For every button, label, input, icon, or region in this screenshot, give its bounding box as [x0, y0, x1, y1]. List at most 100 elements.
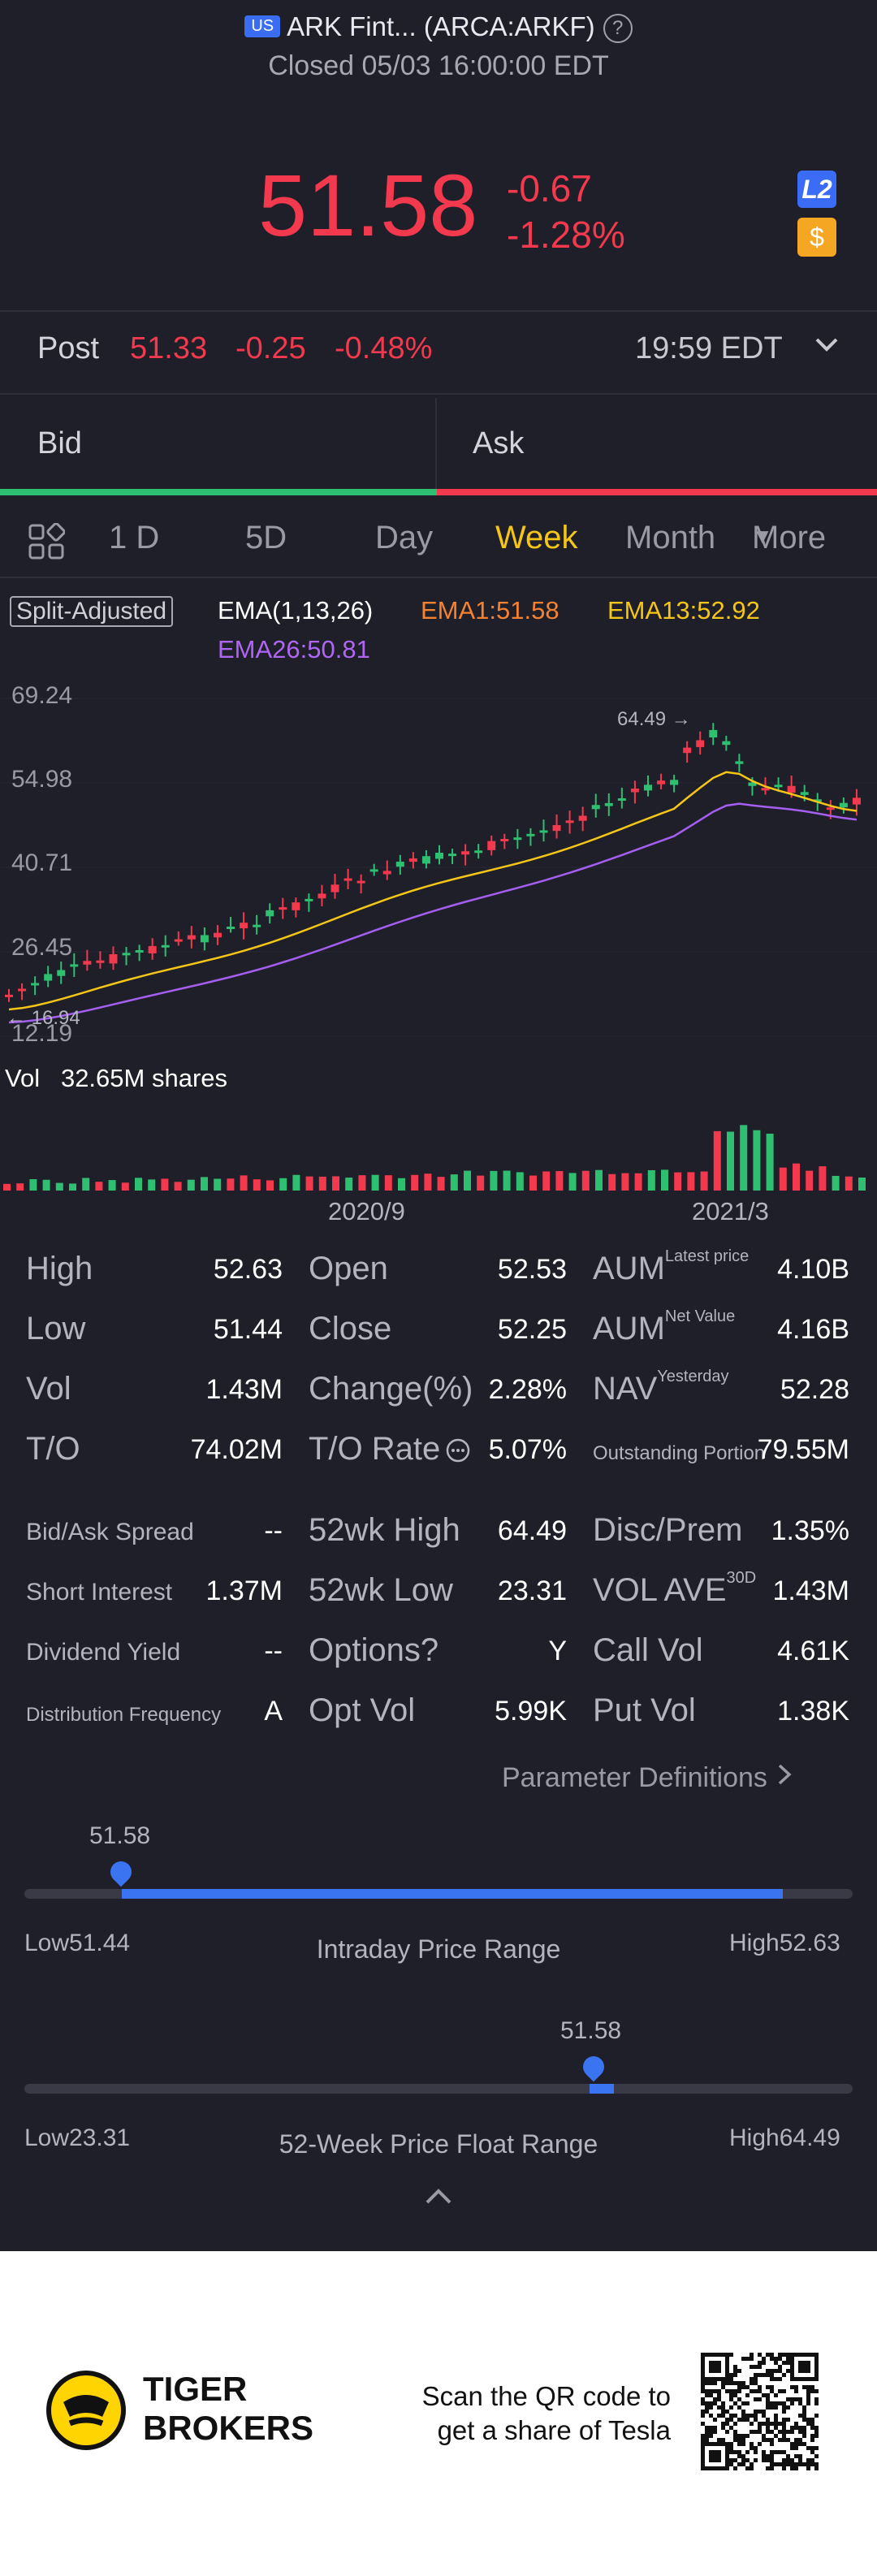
level2-icon[interactable]: L2	[797, 171, 836, 208]
chevron-down-icon[interactable]	[814, 328, 840, 369]
week52-range-track	[24, 2084, 853, 2094]
volume-bar	[227, 1178, 235, 1191]
ask-cell[interactable]: Ask	[473, 426, 525, 460]
stat-value: 1.38K	[777, 1696, 849, 1727]
min-price-marker: ← 16.94	[6, 1007, 80, 1029]
tiger-logo-icon	[45, 2370, 127, 2455]
price-change-pct: -1.28%	[507, 214, 625, 256]
tab-day[interactable]: Day	[375, 520, 434, 555]
volume-bar	[424, 1173, 432, 1191]
intraday-high-value: 52.63	[779, 1930, 840, 1956]
candle	[18, 988, 27, 992]
candle	[735, 761, 744, 764]
y-tick: 26.45	[11, 934, 73, 961]
grid-layout-icon[interactable]	[28, 522, 66, 568]
candle	[266, 910, 274, 917]
candle	[318, 893, 326, 899]
stat-label: Bid/Ask Spread	[26, 1519, 194, 1545]
tab-week[interactable]: Week	[495, 520, 578, 555]
stat-value: 52.53	[497, 1254, 567, 1285]
post-market-row[interactable]: Post 51.33 -0.25 -0.48% 19:59 EDT	[0, 331, 877, 380]
stat-label: AUMNet Value	[593, 1307, 736, 1346]
stat-value: 4.10B	[777, 1254, 849, 1285]
tab-more[interactable]: More ▼	[752, 520, 826, 556]
volume-bar	[529, 1175, 537, 1191]
more-info-icon[interactable]	[440, 1431, 471, 1467]
candle	[44, 974, 53, 981]
split-adjusted-toggle[interactable]: Split-Adjusted	[10, 596, 174, 627]
price-chart[interactable]	[0, 674, 877, 1056]
post-time: 19:59 EDT	[635, 331, 783, 365]
stat-label: Change(%)	[309, 1371, 473, 1407]
candle	[83, 961, 92, 965]
page-title: US ARK Fint... (ARCA:ARKF)?	[0, 11, 877, 44]
week52-high: High64.49	[729, 2124, 840, 2152]
candle	[474, 850, 483, 854]
y-tick: 69.24	[11, 682, 73, 709]
week52-high-value: 64.49	[779, 2124, 840, 2151]
stat-label: Put Vol	[593, 1692, 696, 1728]
caret-down-icon: ▼	[752, 524, 773, 548]
candle	[630, 789, 639, 793]
volume-bar	[292, 1174, 300, 1191]
volume-bar	[608, 1173, 616, 1191]
brand-name: TIGER BROKERS	[143, 2370, 313, 2448]
stat-value: --	[264, 1515, 283, 1546]
candle	[787, 785, 796, 793]
x-tick: 2020/9	[328, 1197, 405, 1225]
stat-label: 52wk Low	[309, 1572, 453, 1608]
volume-bar	[858, 1177, 866, 1191]
volume-chart[interactable]	[0, 1104, 877, 1191]
volume-bar	[16, 1183, 24, 1191]
candle	[774, 784, 783, 788]
candle	[109, 953, 118, 964]
chevron-right-icon	[775, 1762, 794, 1793]
qr-cta-line1: Scan the QR code to	[421, 2381, 671, 2411]
region-badge: US	[244, 15, 281, 37]
y-tick: 54.98	[11, 766, 73, 793]
volume-bar	[384, 1175, 392, 1191]
stat-label: Options?	[309, 1632, 439, 1668]
intraday-high-label: High	[729, 1930, 780, 1956]
volume-bar	[555, 1171, 564, 1191]
qr-code-icon	[700, 2352, 820, 2476]
volume-legend: Vol 32.65M shares	[5, 1064, 227, 1093]
volume-bar	[371, 1174, 379, 1191]
bid-cell[interactable]: Bid	[37, 426, 82, 460]
week52-high-label: High	[729, 2124, 780, 2151]
stat-value: A	[264, 1696, 283, 1727]
tab-more-label: More	[752, 520, 827, 555]
help-icon[interactable]: ?	[603, 14, 633, 44]
ask-strength-bar	[437, 489, 877, 495]
intraday-low-label: Low	[24, 1930, 70, 1956]
volume-bar	[82, 1178, 90, 1191]
volume-bar	[266, 1180, 274, 1191]
volume-bar	[819, 1166, 827, 1191]
volume-bar	[753, 1130, 761, 1191]
volume-bar	[581, 1170, 590, 1191]
collapse-up-icon[interactable]	[422, 2185, 455, 2213]
trade-dollar-icon[interactable]: $	[797, 218, 836, 257]
bid-strength-bar	[0, 489, 437, 495]
tab-5d[interactable]: 5D	[245, 520, 287, 555]
ema26-value: EMA26:50.81	[218, 635, 370, 663]
stat-value: Y	[548, 1636, 567, 1666]
candle	[31, 983, 40, 986]
parameter-definitions-link[interactable]: Parameter Definitions	[502, 1762, 794, 1794]
tab-month[interactable]: Month	[625, 520, 716, 555]
volume-bar	[95, 1182, 103, 1191]
volume-bar	[766, 1133, 774, 1191]
ema26-line	[8, 802, 858, 1024]
volume-value: 32.65M shares	[60, 1064, 228, 1092]
candle	[487, 841, 496, 850]
stat-label: NAVYesterday	[593, 1367, 729, 1407]
divider	[0, 310, 877, 312]
intraday-low-value: 51.44	[69, 1930, 131, 1956]
stat-label: Opt Vol	[309, 1692, 416, 1728]
tab-1d[interactable]: 1 D	[109, 520, 160, 555]
candle	[565, 820, 574, 823]
candle	[813, 799, 822, 802]
volume-bar	[318, 1176, 326, 1191]
stat-value: 1.37M	[205, 1575, 283, 1606]
volume-bar	[779, 1167, 787, 1191]
